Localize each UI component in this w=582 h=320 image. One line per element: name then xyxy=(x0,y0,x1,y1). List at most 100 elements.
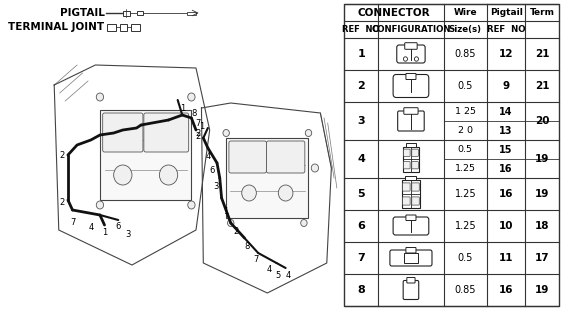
Text: PIGTAIL: PIGTAIL xyxy=(59,8,105,18)
FancyBboxPatch shape xyxy=(390,250,432,266)
FancyBboxPatch shape xyxy=(406,215,416,220)
Circle shape xyxy=(278,185,293,201)
Text: 16: 16 xyxy=(499,189,513,199)
Circle shape xyxy=(188,201,195,209)
Bar xyxy=(107,23,116,30)
Text: 1 25: 1 25 xyxy=(455,107,476,116)
Circle shape xyxy=(403,57,407,61)
Circle shape xyxy=(223,130,229,137)
Text: 7: 7 xyxy=(70,218,75,227)
Text: 6: 6 xyxy=(210,165,215,174)
Text: 13: 13 xyxy=(499,125,513,135)
Text: 0.5: 0.5 xyxy=(457,81,473,91)
FancyBboxPatch shape xyxy=(412,197,419,205)
Text: 14: 14 xyxy=(499,107,513,116)
Bar xyxy=(123,11,130,15)
FancyBboxPatch shape xyxy=(406,247,416,253)
Text: 8: 8 xyxy=(357,285,365,295)
Text: REF  NO: REF NO xyxy=(342,25,380,34)
Bar xyxy=(406,176,417,180)
Bar xyxy=(137,11,143,15)
Text: 17: 17 xyxy=(535,253,549,263)
Text: 1.25: 1.25 xyxy=(455,221,476,231)
Bar xyxy=(344,4,559,306)
FancyBboxPatch shape xyxy=(403,281,418,300)
Text: 5: 5 xyxy=(276,270,281,279)
Text: 4: 4 xyxy=(205,151,211,161)
Text: 4: 4 xyxy=(286,270,291,279)
Text: 10: 10 xyxy=(499,221,513,231)
Text: 1: 1 xyxy=(223,206,228,215)
Text: 8: 8 xyxy=(191,108,197,117)
Bar xyxy=(120,23,127,30)
FancyBboxPatch shape xyxy=(404,43,417,49)
Text: 1: 1 xyxy=(102,228,107,236)
Circle shape xyxy=(188,93,195,101)
Circle shape xyxy=(159,165,178,185)
Circle shape xyxy=(96,93,104,101)
Text: 8: 8 xyxy=(244,242,250,251)
Text: REF  NO: REF NO xyxy=(487,25,526,34)
Text: 21: 21 xyxy=(535,81,549,91)
FancyBboxPatch shape xyxy=(398,111,424,131)
Text: TERMINAL JOINT: TERMINAL JOINT xyxy=(8,22,105,32)
Polygon shape xyxy=(54,65,210,265)
Bar xyxy=(406,142,416,147)
FancyBboxPatch shape xyxy=(393,217,429,235)
FancyBboxPatch shape xyxy=(403,183,410,191)
Text: 1.25: 1.25 xyxy=(455,164,476,173)
Circle shape xyxy=(306,130,312,137)
Text: 19: 19 xyxy=(535,189,549,199)
Bar xyxy=(100,110,191,200)
Text: 19: 19 xyxy=(535,154,549,164)
FancyBboxPatch shape xyxy=(403,197,410,205)
Text: 12: 12 xyxy=(499,49,513,59)
Circle shape xyxy=(414,57,418,61)
FancyBboxPatch shape xyxy=(412,162,418,169)
Circle shape xyxy=(113,165,132,185)
Text: 3: 3 xyxy=(214,181,219,190)
Text: 1: 1 xyxy=(199,122,204,131)
FancyBboxPatch shape xyxy=(393,75,429,98)
Text: Size(s): Size(s) xyxy=(449,25,482,34)
FancyBboxPatch shape xyxy=(144,113,189,152)
Text: Pigtail: Pigtail xyxy=(489,8,523,17)
Text: 2: 2 xyxy=(59,197,64,206)
Text: CONNECTOR: CONNECTOR xyxy=(358,7,430,18)
Text: 6: 6 xyxy=(357,221,365,231)
FancyBboxPatch shape xyxy=(412,149,418,156)
Text: 6: 6 xyxy=(116,221,121,230)
Text: 2: 2 xyxy=(59,150,64,159)
Bar xyxy=(226,138,308,218)
Text: 0.85: 0.85 xyxy=(455,49,476,59)
Bar xyxy=(404,253,418,263)
FancyBboxPatch shape xyxy=(403,162,410,169)
Text: 0.5: 0.5 xyxy=(457,253,473,263)
Text: 0.5: 0.5 xyxy=(458,145,473,154)
Text: 4: 4 xyxy=(357,154,365,164)
Text: 20: 20 xyxy=(535,116,549,126)
Text: 7: 7 xyxy=(357,253,365,263)
FancyBboxPatch shape xyxy=(406,74,416,79)
Text: 0.85: 0.85 xyxy=(455,285,476,295)
Text: 11: 11 xyxy=(499,253,513,263)
FancyBboxPatch shape xyxy=(229,141,267,173)
Bar xyxy=(187,12,196,14)
Bar xyxy=(403,147,419,172)
Text: 2: 2 xyxy=(195,129,200,138)
FancyBboxPatch shape xyxy=(102,113,143,152)
Circle shape xyxy=(301,220,307,227)
Text: 4: 4 xyxy=(88,222,94,231)
Text: 7: 7 xyxy=(195,118,201,127)
Text: 5: 5 xyxy=(357,189,365,199)
Circle shape xyxy=(242,185,256,201)
Text: 16: 16 xyxy=(499,164,513,173)
Text: 21: 21 xyxy=(535,49,549,59)
FancyBboxPatch shape xyxy=(404,108,418,114)
Bar xyxy=(402,180,420,208)
Text: CONFIGURATION: CONFIGURATION xyxy=(371,25,450,34)
Text: 1: 1 xyxy=(357,49,365,59)
Text: 1: 1 xyxy=(180,103,185,113)
Text: 1.25: 1.25 xyxy=(455,189,476,199)
FancyBboxPatch shape xyxy=(267,141,305,173)
